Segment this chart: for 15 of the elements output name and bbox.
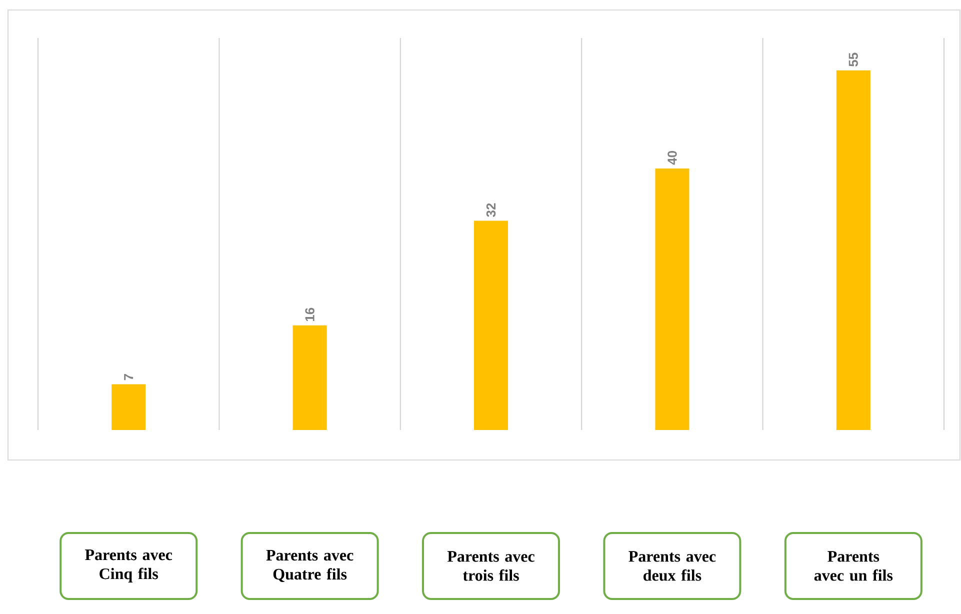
data-label: 55 <box>848 52 858 66</box>
x-tick-label: Parents avec trois fils <box>447 551 534 581</box>
data-label: 16 <box>305 308 314 322</box>
x-tick-label: Parents avec Quatre fils <box>266 550 354 582</box>
bar <box>655 168 690 430</box>
data-label: 40 <box>668 150 677 165</box>
x-tick-label: Parents avec Cinq fils <box>85 550 172 582</box>
bar <box>836 70 870 430</box>
x-tick-label: Parents avec deux fils <box>628 551 716 581</box>
data-label: 32 <box>486 203 496 217</box>
x-tick-label: Parents avec un fils <box>814 551 893 581</box>
bar <box>292 325 327 430</box>
data-label: 7 <box>124 374 134 380</box>
bar <box>112 384 146 430</box>
bar <box>474 220 508 430</box>
